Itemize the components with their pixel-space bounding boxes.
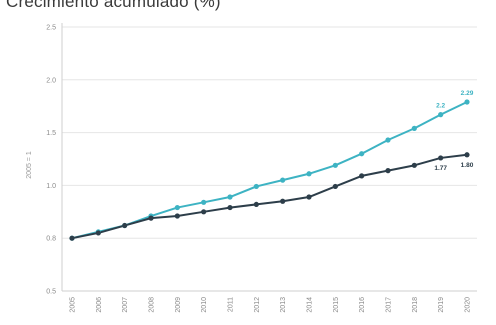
data-point	[464, 152, 470, 158]
data-point	[227, 194, 233, 200]
y-tick-label: 2.0	[46, 77, 56, 84]
data-point	[332, 183, 338, 190]
data-point	[253, 201, 259, 208]
data-point	[280, 198, 286, 204]
x-tick-label: 2016	[359, 297, 366, 313]
data-point	[359, 173, 365, 179]
data-point	[174, 204, 180, 211]
data-point	[332, 162, 338, 168]
data-point	[438, 155, 444, 161]
data-point	[201, 209, 207, 215]
tick-labels: 0.5 0.8 1.0 1.5 2.0 2.5 2005 2006 2007 2008 2009 20…	[46, 25, 471, 313]
x-tick-label: 2014	[307, 297, 314, 313]
data-point	[122, 222, 128, 229]
grid-lines	[62, 26, 477, 292]
data-label: 1.77	[434, 165, 447, 172]
data-labels: 2.2 2.29 1.77 1.80	[434, 90, 473, 172]
x-tick-label: 2018	[412, 297, 419, 313]
data-point	[385, 137, 391, 143]
series-points	[69, 99, 470, 241]
y-axis-label: 2005 = 1	[26, 151, 33, 179]
data-point	[174, 213, 180, 219]
x-tick-label: 2007	[122, 297, 129, 313]
x-tick-label: 2009	[175, 297, 182, 313]
data-label: 2.2	[436, 103, 445, 110]
data-point	[227, 204, 233, 211]
x-tick-label: 2012	[254, 297, 261, 313]
y-tick-label: 0.5	[46, 289, 56, 296]
y-tick-label: 2.5	[46, 25, 56, 32]
series-line-0	[71, 101, 468, 240]
x-tick-label: 2006	[96, 297, 103, 313]
data-point	[438, 112, 444, 118]
data-point	[280, 177, 286, 183]
series-line-1	[71, 153, 468, 240]
x-tick-label: 2015	[333, 297, 340, 313]
x-tick-label: 2005	[70, 297, 77, 313]
axes	[61, 23, 477, 292]
data-point	[69, 235, 75, 241]
x-tick-label: 2013	[280, 297, 287, 313]
chart-title: Crecimiento acumulado (%)	[6, 0, 221, 11]
data-point	[385, 168, 391, 174]
x-tick-label: 2010	[201, 297, 208, 313]
data-label: 1.80	[461, 162, 474, 169]
data-label: 2.29	[461, 90, 474, 97]
y-tick-label: 0.8	[46, 236, 56, 243]
data-point	[359, 151, 365, 157]
x-tick-label: 2011	[228, 297, 235, 312]
x-tick-label: 2017	[386, 297, 393, 313]
series-lines	[71, 101, 468, 240]
data-point	[201, 199, 207, 205]
data-point	[95, 230, 101, 236]
data-point	[464, 99, 470, 105]
data-point	[411, 162, 417, 168]
x-tick-label: 2008	[149, 297, 156, 313]
y-tick-label: 1.0	[46, 183, 56, 190]
data-point	[306, 171, 312, 177]
data-point	[411, 125, 417, 131]
data-point	[253, 183, 259, 190]
x-tick-label: 2020	[465, 297, 472, 313]
x-tick-label: 2019	[438, 297, 445, 313]
y-tick-label: 1.5	[46, 130, 56, 137]
data-point	[148, 215, 154, 221]
data-point	[306, 194, 312, 200]
